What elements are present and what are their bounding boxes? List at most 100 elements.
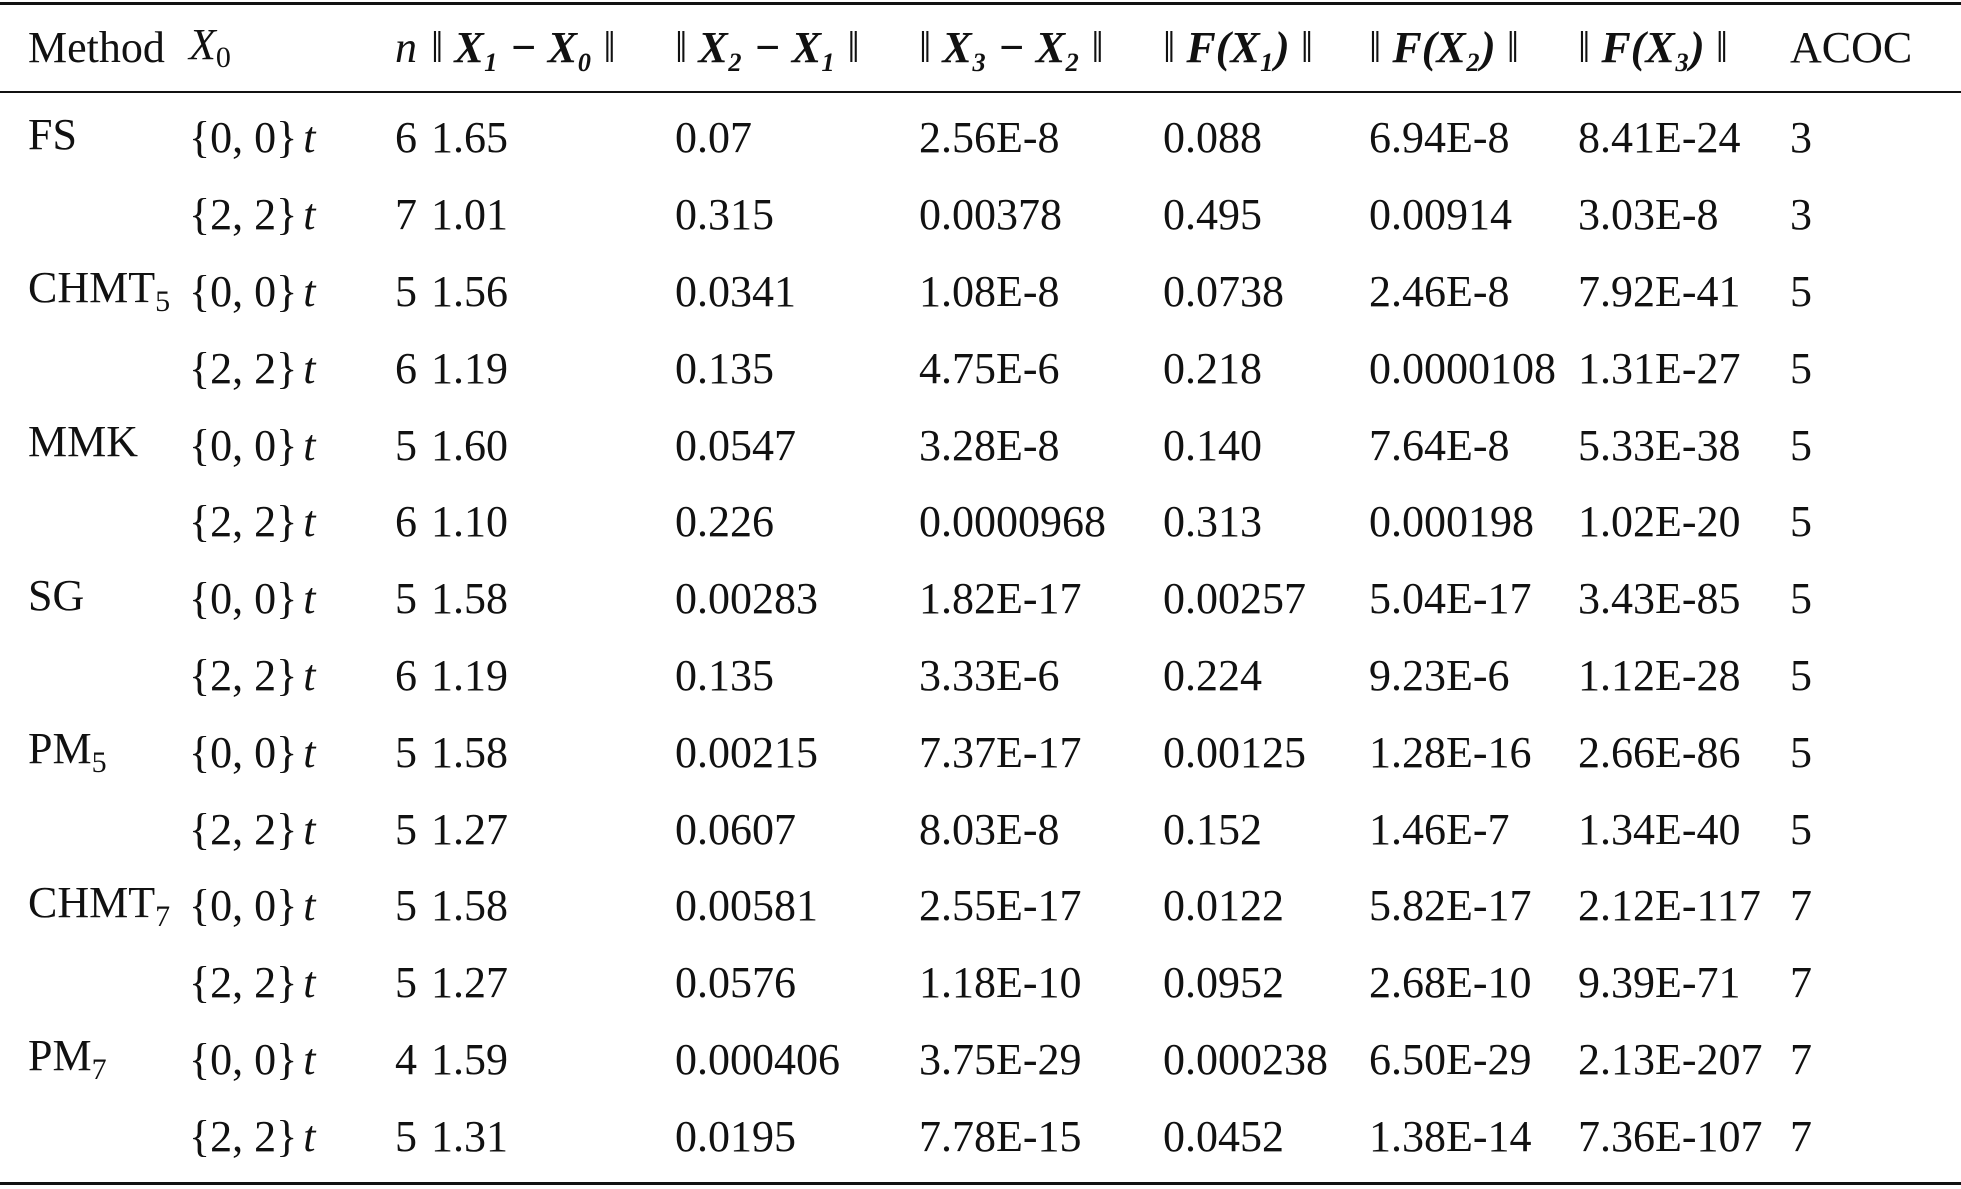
cell-f-2: 7.64E-8	[1369, 420, 1510, 470]
cell-method	[0, 330, 189, 407]
table-header-rule	[0, 91, 1961, 93]
table-row: MMK {0, 0} t 5 1.60 0.0547 3.28E-8 0.140 7.64E-8…	[0, 407, 1961, 484]
cell-diff-3: 1.82E-17	[919, 574, 1082, 624]
cell-acoc: 5	[1790, 266, 1812, 316]
cell-f-3: 2.12E-117	[1578, 881, 1761, 931]
cell-f-2: 1.28E-16	[1369, 727, 1532, 777]
cell-diff-3: 7.78E-15	[919, 1111, 1082, 1161]
cell-diff-2: 0.135	[675, 650, 774, 700]
cell-f-2: 1.46E-7	[1369, 804, 1510, 854]
cell-diff-1: 1.31	[431, 1111, 508, 1161]
initial-vector: {2, 2}	[189, 650, 298, 700]
initial-vector: {0, 0}	[189, 113, 298, 163]
header-row: Method X0 n ‖ X₁ − X₀ ‖ ‖ X₂ − X₁ ‖ ‖ X₃…	[0, 8, 1961, 88]
cell-acoc: 5	[1790, 650, 1812, 700]
cell-n: 7	[395, 190, 417, 240]
cell-diff-2: 0.135	[675, 343, 774, 393]
method-subscript: 5	[91, 746, 107, 780]
cell-x0: {2, 2} t	[189, 791, 377, 868]
transpose-mark: t	[303, 727, 316, 777]
cell-x0: {2, 2} t	[189, 945, 377, 1022]
transpose-mark: t	[303, 420, 316, 470]
cell-f-3: 2.66E-86	[1578, 727, 1741, 777]
cell-diff-1: 1.65	[431, 113, 508, 163]
cell-acoc: 5	[1790, 420, 1812, 470]
cell-method: SG	[0, 561, 189, 638]
table-row: {2, 2} t 5 1.27 0.0576 1.18E-10 0.0952 2.68E-10…	[0, 945, 1961, 1022]
cell-diff-3: 7.37E-17	[919, 727, 1082, 777]
cell-diff-3: 4.75E-6	[919, 343, 1060, 393]
table-bottom-rule	[0, 1182, 1961, 1185]
cell-x0: {0, 0} t	[189, 561, 377, 638]
cell-n: 6	[395, 650, 417, 700]
cell-f-1: 0.00125	[1163, 727, 1306, 777]
cell-method	[0, 638, 189, 715]
cell-diff-3: 3.33E-6	[919, 650, 1060, 700]
cell-n: 6	[395, 497, 417, 547]
cell-f-3: 2.13E-207	[1578, 1034, 1763, 1084]
header-diff-2: ‖ X₂ − X₁ ‖	[675, 23, 860, 72]
cell-diff-2: 0.226	[675, 497, 774, 547]
cell-diff-1: 1.58	[431, 881, 508, 931]
cell-f-3: 7.36E-107	[1578, 1111, 1763, 1161]
initial-vector: {0, 0}	[189, 420, 298, 470]
cell-f-2: 2.46E-8	[1369, 266, 1510, 316]
cell-diff-3: 1.18E-10	[919, 958, 1082, 1008]
cell-acoc: 7	[1790, 958, 1812, 1008]
cell-n: 5	[395, 574, 417, 624]
cell-method	[0, 1098, 189, 1175]
cell-x0: {2, 2} t	[189, 177, 377, 254]
transpose-mark: t	[303, 650, 316, 700]
cell-acoc: 5	[1790, 497, 1812, 547]
header-f-3: ‖ F(X₃) ‖	[1578, 23, 1729, 72]
cell-acoc: 5	[1790, 727, 1812, 777]
cell-diff-1: 1.01	[431, 190, 508, 240]
header-acoc: ACOC	[1790, 23, 1913, 72]
table-row: PM5 {0, 0} t 5 1.58 0.00215 7.37E-17 0.00125 1.2…	[0, 714, 1961, 791]
initial-vector: {0, 0}	[189, 574, 298, 624]
table-row: {2, 2} t 5 1.31 0.0195 7.78E-15 0.0452 1.38E-14…	[0, 1098, 1961, 1175]
cell-f-2: 6.94E-8	[1369, 113, 1510, 163]
cell-x0: {0, 0} t	[189, 714, 377, 791]
cell-n: 5	[395, 266, 417, 316]
cell-f-1: 0.224	[1163, 650, 1262, 700]
cell-n: 5	[395, 958, 417, 1008]
cell-n: 5	[395, 881, 417, 931]
cell-diff-3: 2.56E-8	[919, 113, 1060, 163]
cell-f-3: 3.43E-85	[1578, 574, 1741, 624]
cell-diff-2: 0.00581	[675, 881, 818, 931]
cell-f-2: 0.00914	[1369, 190, 1512, 240]
cell-f-2: 5.04E-17	[1369, 574, 1532, 624]
transpose-mark: t	[303, 574, 316, 624]
cell-f-3: 1.34E-40	[1578, 804, 1741, 854]
transpose-mark: t	[303, 266, 316, 316]
transpose-mark: t	[303, 881, 316, 931]
cell-x0: {2, 2} t	[189, 330, 377, 407]
cell-method: PM7	[0, 1022, 189, 1099]
cell-x0: {0, 0} t	[189, 1022, 377, 1099]
method-subscript: 7	[155, 899, 171, 933]
cell-diff-2: 0.0576	[675, 958, 796, 1008]
cell-diff-2: 0.000406	[675, 1034, 840, 1084]
cell-diff-2: 0.0195	[675, 1111, 796, 1161]
cell-acoc: 5	[1790, 343, 1812, 393]
cell-acoc: 7	[1790, 881, 1812, 931]
initial-vector: {2, 2}	[189, 804, 298, 854]
cell-f-2: 0.0000108	[1369, 343, 1556, 393]
cell-diff-2: 0.0547	[675, 420, 796, 470]
cell-acoc: 7	[1790, 1034, 1812, 1084]
cell-acoc: 3	[1790, 190, 1812, 240]
cell-f-3: 1.02E-20	[1578, 497, 1741, 547]
cell-diff-3: 3.28E-8	[919, 420, 1060, 470]
table-row: {2, 2} t 6 1.19 0.135 3.33E-6 0.224 9.23E-6 1.12…	[0, 638, 1961, 715]
method-name: PM	[28, 1031, 92, 1081]
method-subscript: 7	[91, 1053, 107, 1087]
header-method: Method	[28, 23, 165, 72]
cell-f-1: 0.0738	[1163, 266, 1284, 316]
transpose-mark: t	[303, 958, 316, 1008]
method-name: MMK	[28, 417, 139, 467]
cell-f-3: 9.39E-71	[1578, 958, 1741, 1008]
cell-diff-2: 0.00215	[675, 727, 818, 777]
cell-diff-3: 0.0000968	[919, 497, 1106, 547]
